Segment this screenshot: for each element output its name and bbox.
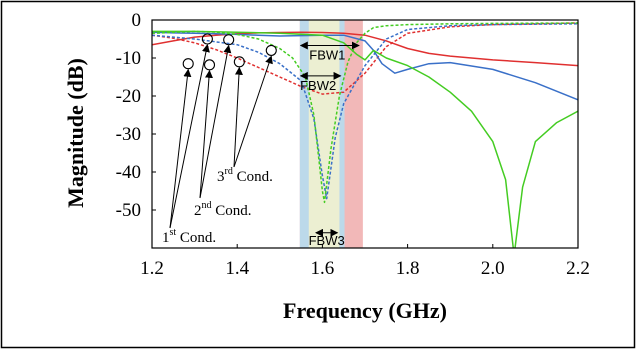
annotation-cond-2: 2nd Cond. — [194, 200, 252, 219]
band-label-fbw3: FBW3 — [309, 233, 345, 248]
bandwidth-bands — [299, 20, 363, 248]
condition-marker — [182, 58, 194, 70]
y-tick-label: -40 — [116, 162, 141, 183]
y-tick-label: -10 — [116, 48, 141, 69]
band-label-fbw2: FBW2 — [300, 78, 336, 93]
annotation-arrows — [169, 44, 273, 229]
y-tick-label: -20 — [116, 86, 141, 107]
y-tick-label: -50 — [116, 200, 141, 221]
series-line-6 — [152, 22, 578, 204]
x-tick-label: 1.8 — [396, 258, 420, 279]
annotation-arrow — [169, 68, 192, 229]
annotation-arrow — [199, 69, 213, 199]
x-tick-label: 2.0 — [481, 258, 505, 279]
condition-markers — [182, 33, 277, 71]
condition-marker — [203, 59, 216, 71]
series-line-4 — [152, 23, 578, 200]
y-tick-label: 0 — [132, 10, 142, 31]
axis-ticks: 1.2 1.4 1.6 1.8 2.0 2.2 0 -10 -20 -30 -40 -50 — [116, 10, 590, 279]
annotation-cond-3: 3rd Cond. — [217, 166, 273, 185]
annotation-cond-1: 1st Cond. — [162, 227, 216, 246]
annotation-arrow — [169, 44, 210, 229]
x-tick-label: 1.4 — [225, 258, 249, 279]
annotation-arrow — [233, 66, 243, 168]
x-tick-label: 1.6 — [311, 258, 335, 279]
band-label-fbw1: FBW1 — [309, 48, 345, 63]
condition-marker — [201, 33, 213, 45]
condition-marker — [223, 34, 235, 46]
condition-marker — [265, 44, 277, 56]
y-tick-label: -30 — [116, 124, 141, 145]
annotation-arrow — [233, 55, 273, 168]
x-axis-title: Frequency (GHz) — [283, 298, 447, 323]
y-axis-title: Magnitude (dB) — [63, 58, 88, 208]
x-tick-label: 2.2 — [566, 258, 590, 279]
annotation-arrow — [199, 44, 232, 199]
series-line-1 — [152, 31, 578, 67]
series-line-3 — [152, 31, 578, 101]
x-tick-label: 1.2 — [140, 258, 164, 279]
data-series — [152, 22, 578, 248]
band-fbw3 — [308, 20, 340, 248]
condition-marker — [233, 56, 245, 68]
series-line-5 — [152, 30, 578, 248]
